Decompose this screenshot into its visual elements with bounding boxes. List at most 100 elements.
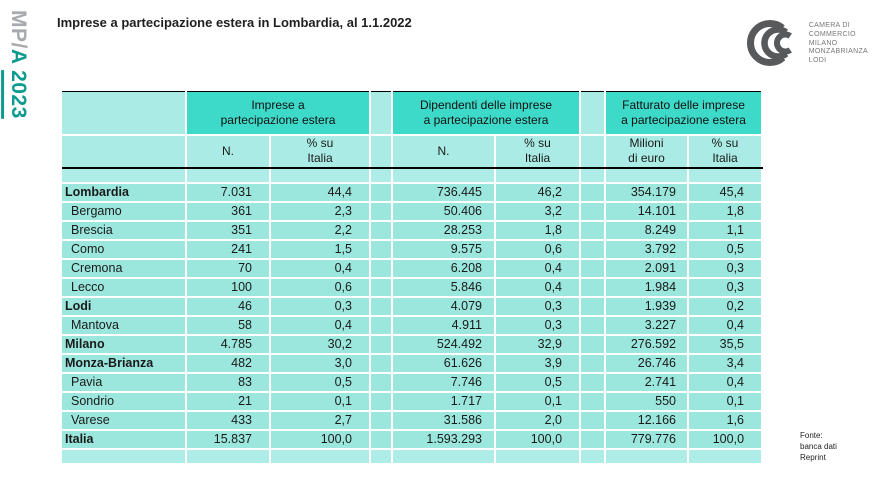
spacer-cell (370, 258, 393, 279)
cell-imprese-pct: 3,0 (270, 353, 371, 374)
cell-fatturato-pct: 1,6 (688, 410, 764, 431)
col-header-imprese-n: N. (186, 134, 271, 169)
spacer-cell (580, 277, 607, 298)
cell-fatturato-mln: 26.746 (605, 353, 690, 374)
spacer-cell (370, 277, 393, 298)
cell-imprese-pct: 0,5 (270, 372, 371, 393)
spacer-cell (580, 239, 607, 260)
empty-cell (186, 167, 271, 184)
cell-dipendenti-pct: 0,3 (495, 315, 582, 336)
spacer-cell (580, 91, 607, 136)
cell-fatturato-mln: 354.179 (605, 182, 690, 203)
row-label: Pavia (62, 372, 187, 393)
corner-cell (62, 134, 187, 169)
row-label: Mantova (62, 315, 187, 336)
cell-fatturato-mln: 12.166 (605, 410, 690, 431)
row-label: Italia (62, 429, 187, 450)
cell-imprese-pct: 0,3 (270, 296, 371, 317)
empty-cell (392, 448, 496, 465)
table-row: Cremona 70 0,4 6.208 0,4 2.091 0,3 (62, 258, 764, 279)
empty-cell (270, 167, 371, 184)
cell-imprese-n: 46 (186, 296, 271, 317)
spacer-cell (580, 315, 607, 336)
table-row: Bergamo 361 2,3 50.406 3,2 14.101 1,8 (62, 201, 764, 222)
cell-fatturato-mln: 276.592 (605, 334, 690, 355)
cell-imprese-pct: 0,4 (270, 315, 371, 336)
triple-crescent-icon (746, 20, 797, 66)
empty-cell (580, 167, 607, 184)
cell-imprese-pct: 100,0 (270, 429, 371, 450)
group-header-dipendenti: Dipendenti delle imprese a partecipazion… (392, 91, 582, 136)
cell-fatturato-mln: 1.939 (605, 296, 690, 317)
spacer-cell (370, 372, 393, 393)
empty-cell (688, 448, 764, 465)
cell-dipendenti-n: 31.586 (392, 410, 496, 431)
cell-dipendenti-pct: 32,9 (495, 334, 582, 355)
row-label: Bergamo (62, 201, 187, 222)
col-header-dipendenti-pct: % su Italia (495, 134, 582, 169)
corner-cell (62, 91, 187, 136)
cell-dipendenti-n: 9.575 (392, 239, 496, 260)
spacer-cell (370, 429, 393, 450)
empty-cell (495, 167, 582, 184)
empty-cell (688, 167, 764, 184)
table-row: Varese 433 2,7 31.586 2,0 12.166 1,6 (62, 410, 764, 431)
cell-imprese-pct: 30,2 (270, 334, 371, 355)
table-subheader-row: N. % su Italia N. % su Italia Milioni di… (62, 134, 764, 169)
row-label: Lombardia (62, 182, 187, 203)
col-header-fatturato-mln: Milioni di euro (605, 134, 690, 169)
empty-spacer-row (62, 167, 764, 184)
empty-cell (186, 448, 271, 465)
spacer-cell (580, 220, 607, 241)
empty-cell (370, 167, 393, 184)
spacer-cell (580, 201, 607, 222)
spacer-cell (580, 429, 607, 450)
cell-imprese-n: 100 (186, 277, 271, 298)
cell-imprese-pct: 0,4 (270, 258, 371, 279)
cell-fatturato-mln: 3.792 (605, 239, 690, 260)
col-header-dipendenti-n: N. (392, 134, 496, 169)
cell-fatturato-mln: 8.249 (605, 220, 690, 241)
foreign-companies-table-wrapper: Imprese a partecipazione estera Dipenden… (62, 91, 764, 465)
spacer-cell (370, 410, 393, 431)
cell-dipendenti-n: 1.717 (392, 391, 496, 412)
cell-fatturato-pct: 100,0 (688, 429, 764, 450)
table-row: Sondrio 21 0,1 1.717 0,1 550 0,1 (62, 391, 764, 412)
cell-dipendenti-n: 736.445 (392, 182, 496, 203)
spacer-cell (580, 372, 607, 393)
cell-fatturato-pct: 0,4 (688, 372, 764, 393)
cell-fatturato-pct: 35,5 (688, 334, 764, 355)
cell-imprese-n: 241 (186, 239, 271, 260)
table-row: Milano 4.785 30,2 524.492 32,9 276.592 3… (62, 334, 764, 355)
cell-imprese-n: 83 (186, 372, 271, 393)
cell-fatturato-mln: 1.984 (605, 277, 690, 298)
cell-dipendenti-pct: 2,0 (495, 410, 582, 431)
cell-dipendenti-n: 61.626 (392, 353, 496, 374)
cell-imprese-pct: 0,6 (270, 277, 371, 298)
row-label: Lodi (62, 296, 187, 317)
spacer-cell (370, 239, 393, 260)
row-label: Brescia (62, 220, 187, 241)
empty-spacer-row (62, 448, 764, 465)
spacer-cell (580, 391, 607, 412)
cell-imprese-pct: 0,1 (270, 391, 371, 412)
cell-imprese-pct: 2,3 (270, 201, 371, 222)
cell-imprese-n: 433 (186, 410, 271, 431)
cell-dipendenti-pct: 1,8 (495, 220, 582, 241)
cell-imprese-pct: 2,7 (270, 410, 371, 431)
table-row: Monza-Brianza 482 3,0 61.626 3,9 26.746 … (62, 353, 764, 374)
spacer-cell (580, 353, 607, 374)
cell-dipendenti-n: 5.846 (392, 277, 496, 298)
cell-fatturato-pct: 0,2 (688, 296, 764, 317)
row-label: Sondrio (62, 391, 187, 412)
cell-imprese-n: 361 (186, 201, 271, 222)
cell-dipendenti-pct: 0,6 (495, 239, 582, 260)
table-body: Lombardia 7.031 44,4 736.445 46,2 354.17… (62, 182, 764, 450)
cell-fatturato-mln: 2.741 (605, 372, 690, 393)
cell-fatturato-pct: 1,1 (688, 220, 764, 241)
cell-dipendenti-pct: 0,3 (495, 296, 582, 317)
spacer-cell (370, 315, 393, 336)
cell-dipendenti-n: 4.911 (392, 315, 496, 336)
cell-dipendenti-n: 6.208 (392, 258, 496, 279)
cell-fatturato-pct: 45,4 (688, 182, 764, 203)
